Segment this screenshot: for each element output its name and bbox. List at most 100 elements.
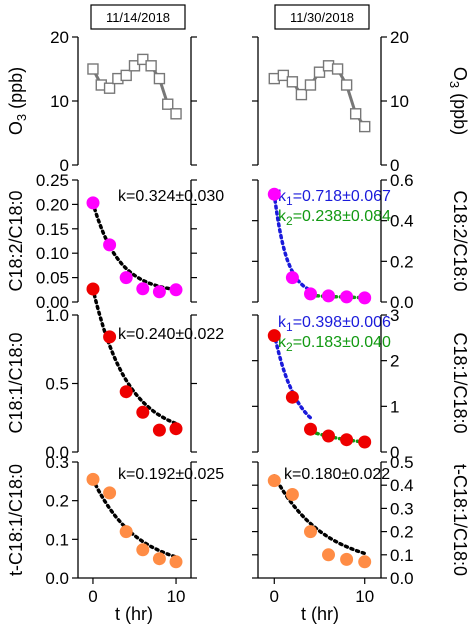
tc181-left-ytick-label-3: 0.3 [45, 453, 69, 472]
c181-left-fit-label: k=0.240±0.022 [118, 326, 224, 343]
c182-right-point-5 [358, 291, 372, 305]
o3-right-marker-8 [340, 79, 353, 91]
o3-right-ytick-label-0: 0 [390, 156, 399, 175]
c182-right-ytick-label-2: 0.4 [390, 212, 414, 231]
tc181-left-point-3 [136, 543, 150, 557]
c182-left-ytick-label-3: 0.15 [36, 220, 69, 239]
tc181-right-point-2 [304, 525, 317, 539]
c181-right-ytick-label-1: 1 [390, 397, 399, 416]
tc181-left-point-1 [103, 486, 117, 500]
o3-left-ytick-label-2: 20 [50, 28, 69, 47]
xaxis-right-tick-label-1: 10 [355, 587, 374, 606]
tc181-left-point-0 [86, 472, 100, 486]
c182-right-k2-label: k2=0.238±0.084 [278, 208, 391, 228]
o3-ylabel-left: O3 (ppb) [6, 67, 29, 135]
c182-right-point-2 [304, 287, 317, 301]
c182-left-ytick-label-4: 0.20 [36, 195, 69, 214]
tc181-ylabel-left: t-C18:1/C18:0 [6, 464, 26, 576]
c181-left-point-5 [169, 422, 183, 436]
date-box-right [274, 4, 370, 30]
c182-left-fit-label: k=0.324±0.030 [118, 188, 224, 205]
tc181-left-point-2 [119, 525, 133, 539]
tc181-left-ytick-label-2: 0.2 [45, 492, 69, 511]
c182-left-point-0 [86, 196, 100, 210]
o3-right-ytick-label-2: 20 [390, 28, 409, 47]
c182-left-point-5 [169, 283, 183, 297]
o3-left-ytick-label-1: 10 [50, 92, 69, 111]
tc181-right-ytick-label-0: 0.0 [390, 569, 414, 588]
c182-left-ytick-label-1: 0.05 [36, 269, 69, 288]
c182-right-k1-label: k1=0.718±0.067 [278, 188, 391, 208]
tc181-left-point-5 [169, 555, 183, 569]
o3-left-marker-8 [153, 72, 166, 85]
c181-ylabel-right: C18:1/C18:0 [450, 332, 470, 433]
x-axis-title-left: t (hr) [115, 604, 153, 624]
o3-ylabel-right: O3 (ppb) [447, 67, 470, 135]
c182-right-ytick-label-1: 0.2 [390, 252, 414, 271]
tc181-right-point-1 [285, 488, 299, 501]
tc181-left-ytick-label-1: 0.1 [45, 530, 69, 549]
o3-left-marker-4 [120, 69, 132, 82]
plot-layer: 01020010200.000.050.100.150.200.250.00.2… [36, 28, 414, 606]
c182-left-ytick-label-2: 0.10 [36, 244, 69, 263]
c181-left-ytick-label-0: 0.0 [45, 443, 69, 462]
c182-right-fit-k2 [308, 293, 367, 300]
c181-right-point-4 [340, 433, 354, 447]
c181-ylabel-left: C18:1/C18:0 [6, 332, 26, 433]
tc181-left-fit [91, 477, 178, 559]
c181-right-ytick-label-0: 0 [390, 443, 399, 462]
c182-left-point-3 [136, 282, 150, 296]
c182-right-point-4 [340, 290, 354, 304]
o3-left-marker-6 [137, 53, 149, 66]
date-right: 11/30/2018 [290, 10, 354, 25]
o3-right-marker-10 [359, 120, 371, 133]
tc181-left-point-4 [152, 552, 166, 566]
c181-left-fit [91, 287, 178, 426]
c181-left-ytick-label-2: 1.0 [45, 306, 69, 325]
c181-right-ytick-label-3: 3 [390, 306, 399, 325]
c182-right-ytick-label-0: 0.0 [390, 293, 414, 312]
c182-right-point-3 [322, 289, 335, 303]
c181-right-k1-label: k1=0.398±0.006 [278, 314, 391, 334]
c181-right-point-1 [285, 390, 299, 404]
tc181-right-fit-label: k=0.180±0.022 [284, 466, 390, 483]
c181-right-point-3 [322, 429, 335, 443]
c182-left-ytick-label-5: 0.25 [36, 171, 69, 190]
xaxis-right-tick-label-0: 0 [270, 587, 279, 606]
c181-left-point-1 [103, 330, 117, 344]
c182-left-point-1 [103, 238, 117, 252]
c181-left-ytick-label-1: 0.5 [45, 375, 69, 394]
c181-right-point-2 [304, 422, 317, 436]
o3-left-marker-5 [128, 60, 141, 72]
tc181-right-ytick-label-1: 0.1 [390, 546, 414, 565]
o3-left-ytick-label-0: 0 [60, 156, 69, 175]
tc181-right-ytick-label-5: 0.5 [390, 453, 414, 472]
tc181-right-ytick-label-4: 0.4 [390, 476, 414, 495]
c182-right-ytick-label-3: 0.6 [390, 171, 414, 190]
c181-right-point-0 [267, 329, 281, 343]
c181-right-k2-label: k2=0.183±0.040 [278, 334, 391, 354]
c182-left-point-2 [119, 271, 133, 285]
tc181-right-ytick-label-2: 0.2 [390, 523, 414, 542]
tc181-right-point-5 [358, 555, 372, 569]
c182-right-point-0 [267, 187, 281, 201]
c181-right-ytick-label-2: 2 [390, 352, 399, 371]
c181-left-point-0 [86, 282, 100, 296]
o3-right-marker-9 [349, 108, 362, 120]
tc181-right-ytick-label-3: 0.3 [390, 499, 414, 518]
xaxis-left-tick-label-1: 10 [167, 587, 186, 606]
c182-ylabel-right: C18:2/C18:0 [450, 190, 470, 291]
o3-right-marker-4 [304, 79, 317, 91]
date-box-left [90, 4, 186, 30]
c181-left-point-4 [152, 423, 166, 437]
c181-right-point-5 [358, 435, 372, 449]
c181-left-point-3 [136, 405, 150, 419]
tc181-right-point-0 [267, 474, 281, 488]
o3-left-marker-9 [162, 98, 174, 110]
c181-left-point-2 [119, 385, 133, 399]
o3-right-marker-1 [277, 69, 290, 82]
c182-left-ytick-label-0: 0.00 [36, 293, 69, 312]
o3-right-marker-3 [295, 88, 308, 101]
x-axis-title-right: t (hr) [301, 604, 339, 624]
